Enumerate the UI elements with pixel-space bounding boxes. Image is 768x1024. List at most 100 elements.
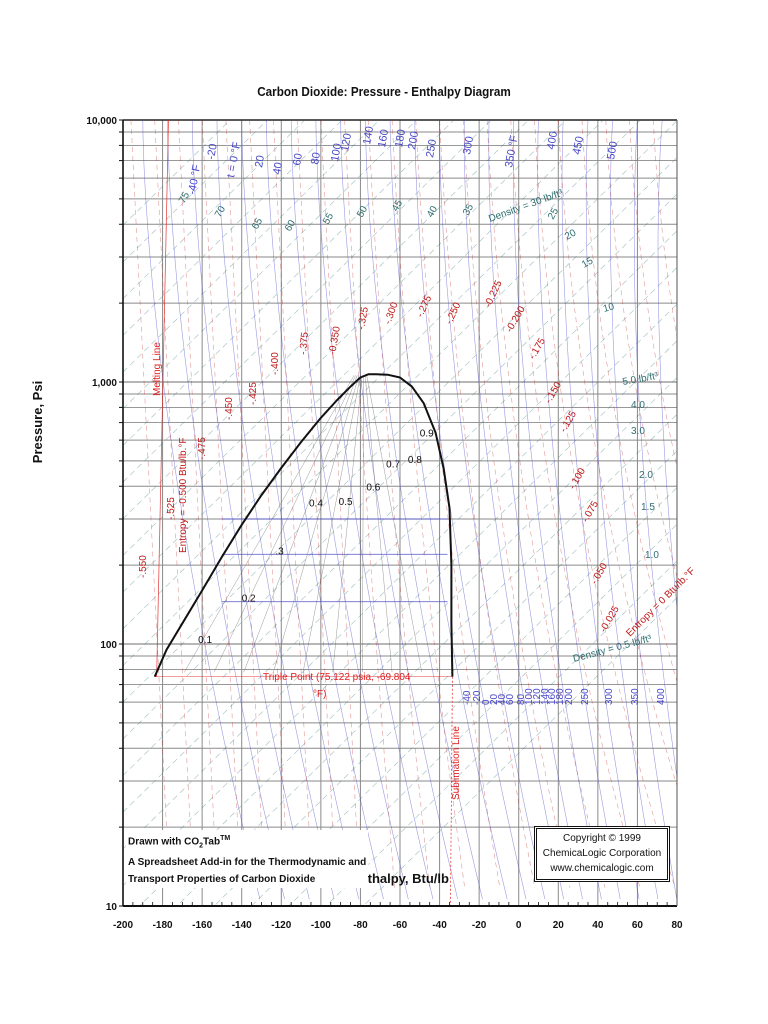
melting-line-label: Melting Line [152, 342, 163, 396]
isentrope [249, 120, 289, 888]
isotherm-label: 40 [497, 693, 508, 705]
isentrope-label: Entropy = -0.500 Btu/lb.°F [178, 438, 189, 553]
isotherm-label: 40 [271, 161, 285, 175]
credit-line-1: Drawn with CO2TabTM [128, 835, 231, 850]
x-tick-label: -20 [472, 920, 487, 931]
isotherm-label: -20 [205, 143, 220, 161]
isotherm-label: -20 [472, 690, 483, 705]
isentrope [629, 120, 677, 469]
isentrope-label: -.525 [166, 497, 177, 520]
isentrope-label: -0.200 [504, 304, 528, 334]
isotherm [439, 120, 546, 900]
quality-line [213, 375, 356, 673]
isotherm-label: 140 [361, 125, 376, 145]
quality-line [366, 375, 423, 673]
y-tick-label: 10,000 [86, 116, 117, 127]
isotherm [315, 120, 434, 900]
isotherm-label: 140 [540, 688, 551, 705]
density-label: 75 [177, 190, 192, 206]
isentrope [439, 120, 536, 888]
isotherm [192, 120, 310, 900]
isotherm-label: -40 [462, 690, 473, 705]
sublimation-line-label: Sublimation Line [451, 726, 462, 800]
density-label: 65 [250, 216, 265, 232]
isotherm-label: 250 [424, 138, 439, 158]
quality-label: 0.5 [339, 497, 353, 508]
isentrope-label: -0.025 [598, 604, 622, 634]
isentrope [605, 120, 677, 579]
isotherm [561, 120, 640, 900]
isotherm-label: 400 [545, 130, 560, 150]
isotherm-label: t = 0 °F [225, 141, 243, 179]
quality-line [364, 375, 393, 673]
density-label: 45 [390, 198, 405, 214]
software-credit: Drawn with CO2TabTM A Spreadsheet Add-in… [126, 830, 369, 889]
quality-label: .3 [275, 546, 284, 557]
quality-line [184, 375, 355, 673]
isotherm [290, 120, 409, 900]
x-tick-label: -120 [271, 920, 291, 931]
chart-title: Carbon Dioxide: Pressure - Enthalpy Diag… [257, 84, 511, 99]
isotherm-label: 200 [564, 688, 575, 705]
x-axis-label: Enthalpy, Btu/lb [351, 871, 449, 886]
density-label: 60 [283, 218, 298, 234]
quality-label: 0.8 [408, 455, 422, 466]
isotherm [167, 120, 285, 900]
isotherm [585, 120, 659, 900]
isotherm [266, 120, 384, 900]
isotherm-label: 160 [376, 128, 391, 148]
density-label: 15 [580, 255, 596, 270]
quality-line [302, 375, 361, 673]
quality-line [273, 375, 360, 673]
isotherm-label: 120 [339, 132, 354, 152]
isotherm-label: 180 [555, 688, 566, 705]
isentrope [201, 120, 242, 888]
grid-lines [122, 119, 678, 907]
y-axis-label: Pressure, Psi [30, 380, 45, 464]
density-label: 25 [546, 206, 561, 222]
isentrope [676, 120, 677, 126]
x-tick-label: -160 [192, 920, 212, 931]
density-label: 70 [213, 204, 228, 220]
isotherm [610, 120, 677, 900]
y-tick-label: 10 [106, 902, 118, 913]
density-label: 35 [461, 202, 476, 218]
isentrope-label: -.475 [197, 437, 208, 460]
axes: -200 -180 -160 -140 -120 -100 -80 -60 -40 -20 0 20 4… [86, 116, 683, 931]
isentrope [320, 120, 360, 888]
isotherm [513, 120, 602, 900]
isotherm [488, 120, 583, 900]
isentrope-label: -0.225 [483, 279, 505, 310]
isotherm [142, 120, 261, 900]
isotherm-label: 250 [580, 688, 591, 705]
x-tick-label: -200 [113, 920, 133, 931]
isentrope-label: -0.350 [327, 325, 343, 355]
density-label: 20 [563, 227, 579, 242]
copyright-url[interactable]: www.chemicalogic.com [550, 863, 654, 874]
density-label: 3.0 [631, 426, 645, 437]
isotherm [216, 120, 335, 900]
x-tick-label: 20 [553, 920, 565, 931]
isotherm-label: 350 °F [503, 134, 521, 168]
copyright-box: Copyright © 1999 ChemicaLogic Corporatio… [534, 826, 670, 882]
isotherm-label: 300 [461, 135, 476, 155]
quality-label: 0.1 [198, 635, 212, 646]
isentrope-label: -.250 [444, 301, 464, 327]
x-tick-label: -100 [311, 920, 331, 931]
isentrope [344, 120, 395, 888]
x-tick-label: -80 [353, 920, 368, 931]
isentrope [368, 120, 430, 888]
isentrope-label: -.375 [298, 331, 311, 355]
saturation-dome [153, 373, 454, 678]
isotherm [414, 120, 527, 900]
x-tick-label: 0 [516, 920, 522, 931]
credit-line-2: A Spreadsheet Add-in for the Thermodynam… [128, 857, 367, 869]
isotherm-label: 350 [630, 688, 641, 705]
density-label: 1.0 [645, 550, 659, 561]
isotherm-label: 100 [329, 142, 344, 162]
isotherm [389, 120, 508, 900]
density-label: 40 [425, 204, 440, 220]
isotherm-label: 80 [309, 151, 323, 165]
isotherm [463, 120, 564, 900]
isotherm-label: 200 [406, 130, 421, 150]
